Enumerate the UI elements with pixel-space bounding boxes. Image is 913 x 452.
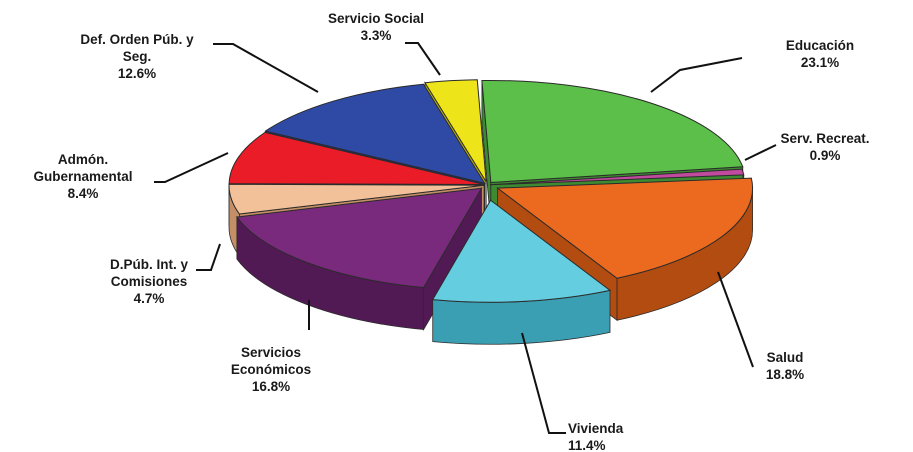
slice-label-line: Seg.: [123, 49, 152, 64]
leader-line-serv-recreat: [744, 144, 777, 161]
slice-label-admon-gubernamental: Admón. Gubernamental 8.4%: [33, 152, 132, 201]
slice-label-line: Def. Orden Púb. y: [80, 32, 194, 47]
slice-label-line: Educación: [786, 38, 854, 53]
slice-label-vivienda: Vivienda 11.4%: [568, 421, 624, 452]
slice-label-line: 8.4%: [68, 186, 99, 201]
slice-label-def-orden-pub: Def. Orden Púb. y Seg. 12.6%: [80, 32, 194, 81]
slice-label-line: 18.8%: [766, 367, 804, 382]
pie-slice-serv-recreat: [489, 168, 745, 186]
slice-label-servicios-economicos: Servicios Económicos 16.8%: [231, 345, 311, 394]
pie-slice-salud: [496, 177, 754, 279]
leader-line-admon-gubernamental: [154, 152, 229, 183]
pie-slice-servicios-economicos: [235, 187, 483, 289]
slice-labels: Educación 23.1% Serv. Recreat. 0.9% Salud 18.…: [33, 11, 869, 452]
slice-label-line: Vivienda: [568, 421, 624, 436]
pie-slice-dpub-int: [228, 183, 485, 215]
slice-label-line: Admón.: [58, 152, 108, 167]
slice-label-line: Salud: [767, 350, 804, 365]
slice-label-line: Gubernamental: [33, 169, 132, 184]
slice-label-serv-recreat: Serv. Recreat. 0.9%: [780, 131, 869, 163]
leader-line-educacion: [650, 57, 743, 93]
pie-slice-servicio-social: [424, 79, 487, 182]
slice-label-line: 11.4%: [568, 438, 606, 452]
slice-label-line: Servicio Social: [328, 11, 424, 26]
leader-line-def-orden-pub: [213, 43, 319, 93]
slice-label-line: Comisiones: [111, 274, 188, 289]
slice-label-line: 12.6%: [118, 66, 156, 81]
slice-label-dpub-int: D.Púb. Int. y Comisiones 4.7%: [110, 257, 188, 306]
leader-line-salud: [717, 271, 754, 368]
slice-label-line: Servicios: [241, 345, 301, 360]
leader-lines: [154, 42, 777, 434]
pie-slice-vivienda: [431, 199, 612, 303]
slice-label-salud: Salud 18.8%: [766, 350, 804, 382]
slice-label-line: Económicos: [231, 362, 311, 377]
slice-label-educacion: Educación 23.1%: [786, 38, 854, 70]
pie-slice-admon-gubernamental: [228, 131, 485, 186]
slice-label-line: D.Púb. Int. y: [110, 257, 188, 272]
pie-slice-educacion: [481, 79, 744, 183]
pie-slice-def-orden-pub: [264, 83, 486, 184]
slice-label-line: 23.1%: [801, 55, 839, 70]
slice-label-line: 4.7%: [134, 291, 165, 306]
pie-top-faces: [228, 79, 754, 303]
slice-label-servicio-social: Servicio Social 3.3%: [328, 11, 424, 43]
leader-line-servicio-social: [405, 42, 441, 76]
slice-label-line: 0.9%: [810, 148, 841, 163]
leader-line-dpub-int: [196, 243, 221, 271]
slice-label-line: 16.8%: [252, 379, 290, 394]
slice-label-line: 3.3%: [361, 28, 392, 43]
leader-line-vivienda: [521, 332, 566, 434]
slice-label-line: Serv. Recreat.: [780, 131, 869, 146]
